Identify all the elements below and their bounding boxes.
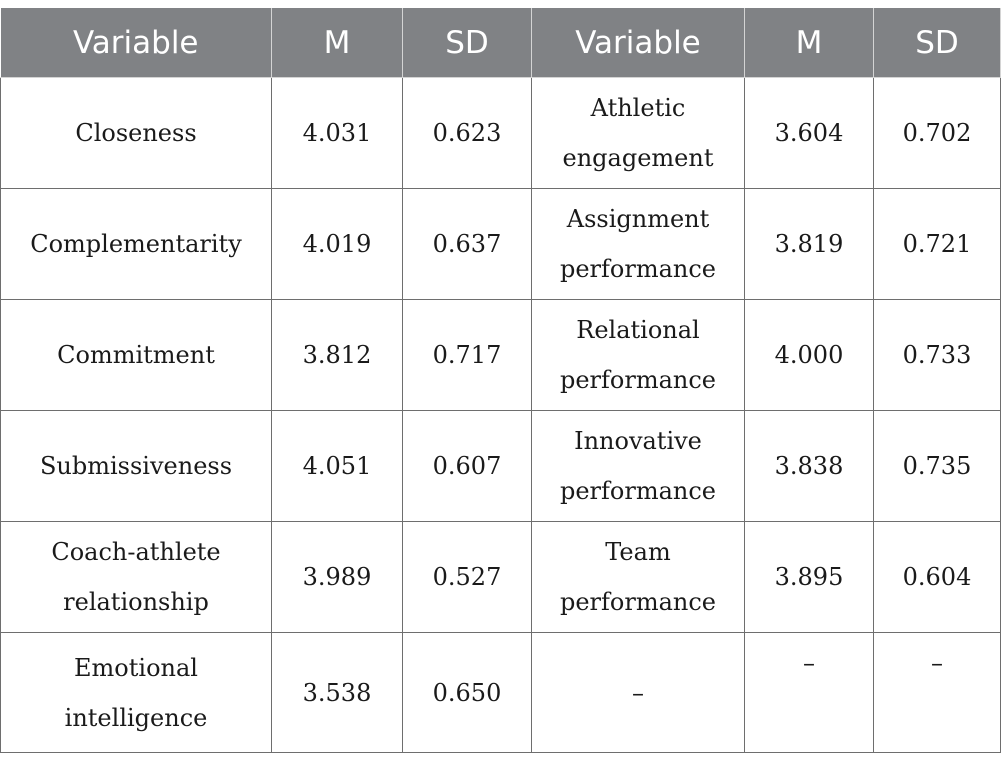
cell-mean: 3.989 (271, 521, 403, 633)
cell-variable: Emotional intelligence (0, 632, 272, 753)
cell-sd: 0.702 (873, 77, 1001, 189)
cell-variable: Relational performance (531, 299, 745, 411)
cell-variable: Athletic engagement (531, 77, 745, 189)
cell-mean: 3.838 (744, 410, 874, 522)
cell-variable: Assignment performance (531, 188, 745, 300)
cell-sd: 0.717 (402, 299, 532, 411)
cell-mean: 4.031 (271, 77, 403, 189)
header-row: Variable M SD Variable M SD (0, 8, 1001, 78)
cell-sd: 0.623 (402, 77, 532, 189)
table-body: Closeness 4.031 0.623 Athletic engagemen… (0, 77, 1001, 753)
cell-variable: Team performance (531, 521, 745, 633)
cell-mean: 4.051 (271, 410, 403, 522)
header-variable-left: Variable (0, 8, 272, 78)
cell-mean: 3.812 (271, 299, 403, 411)
cell-sd: 0.721 (873, 188, 1001, 300)
table-row: Commitment 3.812 0.717 Relational perfor… (0, 299, 1001, 411)
table-row: Emotional intelligence 3.538 0.650 – – – (0, 632, 1001, 753)
cell-mean: 3.895 (744, 521, 874, 633)
cell-mean: 3.819 (744, 188, 874, 300)
table-header: Variable M SD Variable M SD (0, 8, 1001, 78)
cell-sd: 0.527 (402, 521, 532, 633)
cell-variable: Commitment (0, 299, 272, 411)
cell-mean: 4.019 (271, 188, 403, 300)
cell-variable: Complementarity (0, 188, 272, 300)
cell-sd: 0.607 (402, 410, 532, 522)
cell-variable: Coach-athlete relationship (0, 521, 272, 633)
cell-mean: 4.000 (744, 299, 874, 411)
cell-mean: 3.538 (271, 632, 403, 753)
cell-sd: – (873, 632, 1001, 753)
header-mean-left: M (271, 8, 403, 78)
header-sd-right: SD (873, 8, 1001, 78)
cell-variable: – (531, 632, 745, 753)
cell-sd: 0.637 (402, 188, 532, 300)
table-row: Submissiveness 4.051 0.607 Innovative pe… (0, 410, 1001, 522)
cell-sd: 0.650 (402, 632, 532, 753)
cell-sd: 0.733 (873, 299, 1001, 411)
cell-mean: – (744, 632, 874, 753)
cell-variable: Submissiveness (0, 410, 272, 522)
header-sd-left: SD (402, 8, 532, 78)
table-row: Complementarity 4.019 0.637 Assignment p… (0, 188, 1001, 300)
cell-sd: 0.735 (873, 410, 1001, 522)
header-variable-right: Variable (531, 8, 745, 78)
cell-variable: Closeness (0, 77, 272, 189)
header-mean-right: M (744, 8, 874, 78)
table-row: Coach-athlete relationship 3.989 0.527 T… (0, 521, 1001, 633)
descriptive-stats-table: Variable M SD Variable M SD Closeness 4.… (0, 8, 1001, 753)
cell-mean: 3.604 (744, 77, 874, 189)
cell-sd: 0.604 (873, 521, 1001, 633)
cell-variable: Innovative performance (531, 410, 745, 522)
table-row: Closeness 4.031 0.623 Athletic engagemen… (0, 77, 1001, 189)
